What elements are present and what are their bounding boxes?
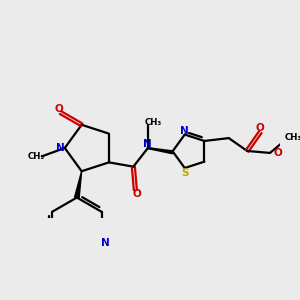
Text: O: O [255,123,264,133]
Text: O: O [54,103,63,114]
Text: N: N [100,238,109,248]
Text: N: N [180,126,189,136]
Text: N: N [143,139,152,149]
Text: CH₃: CH₃ [28,152,45,161]
Text: CH₃: CH₃ [284,133,300,142]
Text: N: N [56,143,64,153]
Text: S: S [181,168,188,178]
Text: CH₃: CH₃ [145,118,162,127]
Text: O: O [133,189,141,199]
Polygon shape [75,171,82,198]
Text: O: O [273,148,282,158]
